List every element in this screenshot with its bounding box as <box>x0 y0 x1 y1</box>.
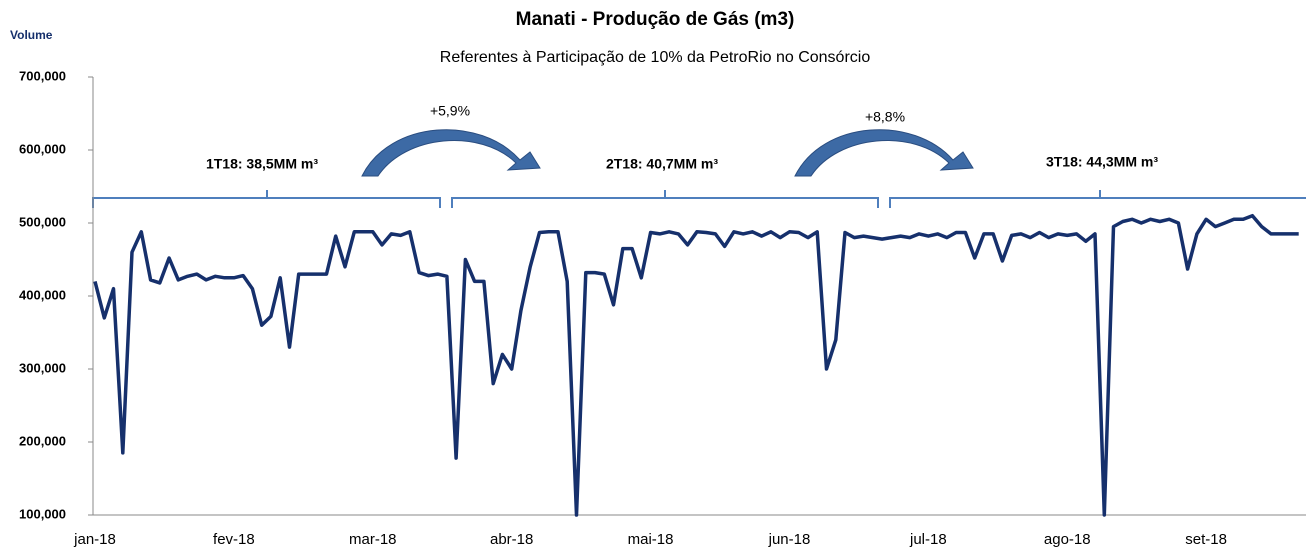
bracket <box>451 190 879 208</box>
x-tick-label: abr-18 <box>490 531 533 548</box>
x-tick-label: ago-18 <box>1044 531 1091 548</box>
y-axis-label: Volume <box>10 28 53 42</box>
annotation: +5,9% <box>430 103 470 119</box>
x-tick-label: mai-18 <box>628 531 674 548</box>
x-tick-label: set-18 <box>1185 531 1227 548</box>
arrows <box>361 129 974 177</box>
x-tick-label: jul-18 <box>909 531 947 548</box>
y-tick-label: 600,000 <box>19 141 66 156</box>
chart-title: Manati - Produção de Gás (m3) <box>516 9 795 30</box>
arrow <box>361 129 541 177</box>
x-tick-label: jun-18 <box>768 531 811 548</box>
annotation: +8,8% <box>865 109 905 125</box>
y-tick-label: 400,000 <box>19 287 66 302</box>
bracket <box>92 190 441 208</box>
y-tick-label: 300,000 <box>19 360 66 375</box>
arrow <box>794 129 974 177</box>
x-tick-label: mar-18 <box>349 531 397 548</box>
annotation: 2T18: 40,7MM m³ <box>606 156 718 172</box>
x-tick-label: fev-18 <box>213 531 255 548</box>
annotation: 3T18: 44,3MM m³ <box>1046 154 1158 170</box>
chart-subtitle: Referentes à Participação de 10% da Petr… <box>440 49 871 66</box>
annotation: 1T18: 38,5MM m³ <box>206 156 318 172</box>
series-line <box>93 213 1299 517</box>
y-tick-label: 700,000 <box>19 68 66 83</box>
brackets <box>92 190 1306 208</box>
bracket <box>889 190 1306 208</box>
y-tick-label: 200,000 <box>19 433 66 448</box>
x-tick-label: jan-18 <box>73 531 116 548</box>
y-tick-label: 500,000 <box>19 214 66 229</box>
y-tick-label: 100,000 <box>19 506 66 521</box>
